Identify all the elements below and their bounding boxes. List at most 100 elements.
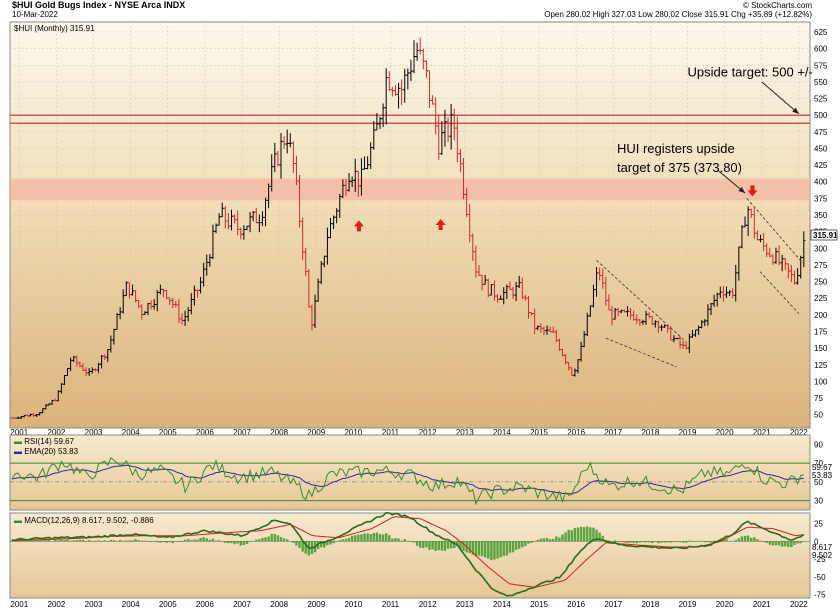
ohlc-bar [656,320,661,333]
macd-hist-bar [13,541,17,542]
ohlc-bar [158,284,162,295]
ohlc-bar [133,290,138,303]
macd-hist-bar [412,541,416,543]
ohlc-bar [137,300,141,309]
macd-x-tick: 2016 [567,600,585,609]
price-y-tick: 350 [814,211,828,220]
ohlc-bar [539,323,543,333]
macd-x-tick: 2005 [159,600,177,609]
resistance-zone [10,178,810,201]
macd-hist-bar [428,541,431,550]
macd-hist-bar [601,535,604,542]
ohlc-bar [579,341,583,362]
ohlc-bar [542,326,546,336]
macd-line [11,511,805,597]
price-x-tick: 2006 [196,428,214,437]
macd-hist-bar [301,541,304,552]
channel-lower [759,271,800,314]
ohlc-bar [335,208,339,224]
macd-hist-bar [251,540,255,542]
price-y-tick: 600 [814,45,828,54]
ohlc-bar [474,245,478,278]
ohlc-bar [499,295,503,300]
ohlc-bar [659,324,664,332]
macd-hist-bar [688,540,691,542]
macd-hist-bar [567,529,570,542]
ohlc-bar [641,319,645,325]
macd-hist-bar [672,541,676,542]
ema-legend: ▬ EMA(20) 53.83 [14,447,79,456]
ohlc-bar [508,281,512,290]
macd-hist-bar [106,541,109,542]
ohlc-bar [604,276,608,306]
macd-hist-bar [171,541,174,544]
ohlc-bar [356,170,360,197]
annotation-arrowhead [792,107,799,114]
ohlc-bar [16,416,20,419]
ohlc-bar [161,288,166,298]
macd-hist-bar [190,540,193,542]
macd-hist-bar [753,537,756,542]
rsi-last-label: 59.67 [812,463,833,472]
macd-hist-bar [694,541,697,542]
rsi-line [11,457,804,506]
ohlc-bar [771,254,775,265]
macd-hist-bar [326,541,329,546]
macd-hist-bar [285,539,289,542]
macd-hist-bar [384,533,388,542]
ohlc-bar [449,103,453,150]
ohlc-bar [690,329,695,338]
macd-hist-bar [344,538,348,542]
price-y-tick: 175 [814,327,828,336]
macd-hist-bar [487,541,490,559]
ohlc-bar [140,304,144,320]
macd-x-axis: 2001 2002 2003 2004 2005 2006 2007 2008 2009 2010… [10,600,808,609]
ohlc-bar [180,313,184,325]
macd-hist-bar [255,539,258,542]
macd-x-tick: 2012 [419,600,437,609]
macd-hist-bar [440,541,444,551]
price-x-tick: 2008 [270,428,288,437]
macd-hist-bar [186,539,190,542]
macd-hist-bar [217,540,221,542]
ohlc-bar [106,348,110,362]
ohlc-bar [740,225,744,249]
arrows [353,185,758,232]
ohlc-bar [118,307,122,320]
macd-hist-bar [29,540,32,542]
ohlc-bar [205,254,209,276]
macd-hist-bar [211,538,215,542]
ohlc-bar [403,68,407,103]
ohlc-bar [594,267,599,297]
macd-hist-bar [202,537,205,542]
ohlc-bar [149,300,153,310]
ohlc-bar [239,227,243,240]
macd-x-tick: 2009 [307,600,325,609]
ohlc-bar [297,174,302,228]
price-x-tick: 2022 [790,428,808,437]
ohlc-bar [768,247,772,258]
ohlc-bar [362,156,367,170]
down-arrow [747,185,758,197]
ohlc-bar [424,60,428,78]
macd-hist-bar [366,533,369,542]
macd-hist-bar [771,541,775,546]
macd-hist-bar [282,538,286,542]
macd-hist-bar [273,534,277,542]
macd-hist-bar [394,538,397,542]
ohlc-bar [155,289,159,312]
ohlc-bar [347,173,351,192]
ohlc-bar [56,390,60,402]
ohlc-bar [799,255,803,279]
macd-hist-bar [598,532,601,542]
ohlc-bar [174,300,178,308]
macd-hist-bar [276,535,280,542]
macd-hist-bar [118,539,122,542]
macd-hist-bar [490,541,493,561]
macd-hist-bar [137,540,140,542]
macd-hist-bar [230,541,233,544]
ohlc-bar [628,307,633,320]
ohlc-bar [183,310,187,327]
macd-hist-bar [508,541,512,553]
macd-hist-bar [511,541,515,553]
